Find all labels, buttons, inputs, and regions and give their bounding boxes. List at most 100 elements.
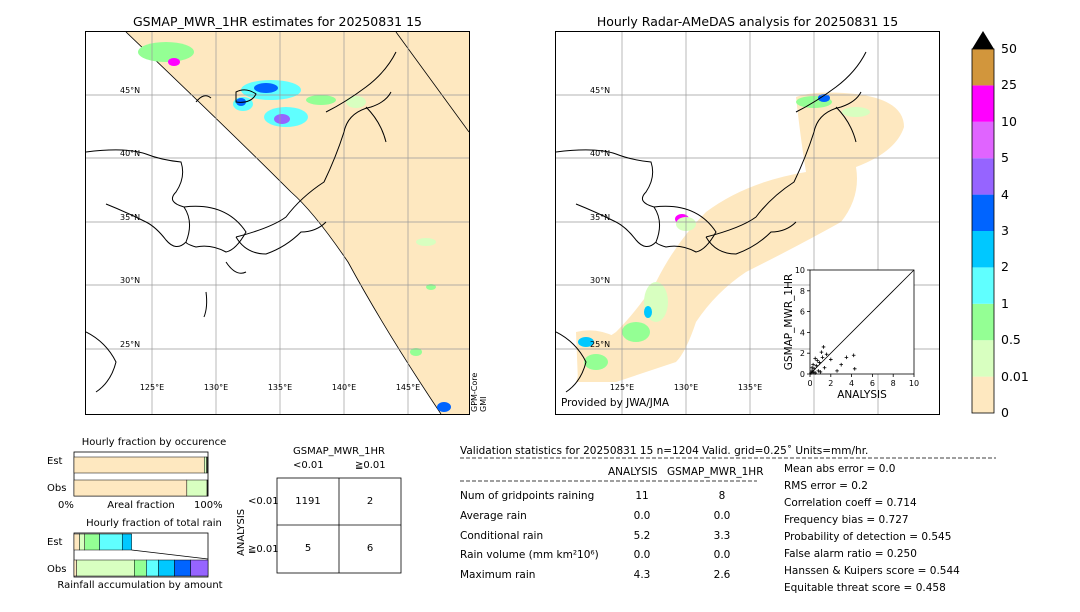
left-map-coastlines	[86, 51, 397, 393]
stat-gsmap-2: 3.3	[713, 530, 731, 542]
rain-fraction-connector	[131, 549, 209, 560]
rainfrac-title: Hourly fraction of total rain	[86, 518, 222, 529]
colorbar-segment	[972, 376, 994, 413]
contingency-row-2: ≧0.01	[248, 544, 279, 555]
scatter-point	[824, 352, 829, 357]
stat-label-0: Num of gridpoints raining	[460, 490, 595, 502]
rain-axis-label: Rainfall accumulation by amount	[57, 580, 223, 591]
stat-analysis-3: 0.0	[633, 549, 651, 561]
right-lat-45: 45°N	[590, 86, 610, 95]
scatter-xtick-label: 2	[828, 379, 833, 388]
score-6: Hanssen & Kuipers score = 0.544	[784, 565, 960, 577]
contingency-title: GSMAP_MWR_1HR	[293, 446, 385, 457]
scatter-point	[809, 371, 813, 375]
left-lon-125: 125°E	[140, 383, 164, 392]
data-credit: Provided by JWA/JMA	[561, 397, 670, 409]
occurrence-title: Hourly fraction by occurence	[81, 437, 227, 448]
scatter-point	[813, 356, 817, 361]
right-lat-35: 35°N	[590, 213, 610, 222]
stat-gsmap-3: 0.0	[713, 549, 731, 561]
score-0: Mean abs error = 0.0	[784, 463, 896, 475]
colorbar-level-label: 3	[1001, 223, 1009, 238]
score-1: RMS error = 0.2	[784, 480, 868, 492]
scatter-xtick-label: 10	[909, 379, 919, 388]
colorbar-level-label: 0.01	[1001, 368, 1029, 384]
scatter-point	[852, 367, 857, 371]
colorbar-segment	[972, 194, 994, 231]
stat-gsmap-1: 0.0	[713, 510, 731, 522]
cell-01: 2	[366, 496, 374, 507]
stat-label-1: Average rain	[460, 510, 527, 522]
contingency-row-1: <0.01	[248, 496, 279, 507]
right-map-lat-labels: 45°N 40°N 35°N 30°N 25°N	[590, 86, 610, 349]
colorbar-level-label: 10	[1001, 113, 1017, 129]
scatter-point	[829, 357, 833, 362]
scatter-point	[821, 345, 826, 349]
colorbar-level-label: 2	[1001, 259, 1009, 275]
left-lat-25: 25°N	[120, 340, 140, 349]
stat-label-2: Conditional rain	[460, 530, 544, 542]
colorbar-level-label: 1	[1001, 295, 1009, 311]
left-map-graphics: 45°N 40°N 35°N 30°N 25°N 125°E 130°E 135…	[86, 32, 469, 414]
contingency-col-1: <0.01	[293, 460, 324, 471]
score-2: Correlation coeff = 0.714	[784, 497, 917, 509]
score-5: False alarm ratio = 0.250	[784, 548, 917, 560]
colorbar-segment	[972, 158, 994, 195]
cell-10: 5	[304, 543, 312, 554]
scatter-ytick-label: 0	[800, 370, 805, 379]
scatter-xtick-label: 6	[870, 379, 875, 388]
left-lat-40: 40°N	[120, 149, 140, 158]
scatter-point	[810, 365, 814, 370]
occ-axis-center: Areal fraction	[107, 500, 175, 511]
left-lat-30: 30°N	[120, 276, 140, 285]
left-lon-140: 140°E	[332, 383, 356, 392]
validation-header: Validation statistics for 20250831 15 n=…	[460, 445, 869, 457]
stat-label-4: Maximum rain	[460, 569, 536, 581]
colorbar-level-label: 50	[1001, 41, 1017, 56]
scatter-point	[812, 367, 816, 371]
left-map-grid	[86, 32, 469, 414]
colorbar-level-label: 25	[1001, 77, 1017, 93]
stat-gsmap-4: 2.6	[713, 569, 731, 581]
right-lon-125: 125°E	[610, 383, 634, 392]
scatter-xtick-label: 0	[807, 379, 812, 388]
col-gsmap: GSMAP_MWR_1HR	[667, 466, 764, 478]
right-map-title: Hourly Radar-AMeDAS analysis for 2025083…	[596, 14, 899, 29]
scatter-ytick-label: 2	[800, 349, 805, 358]
colorbar-extend-arrow	[972, 31, 994, 49]
occ-axis-left: 0%	[58, 500, 74, 511]
scatter-point	[819, 350, 824, 354]
occurrence-bar-segment	[206, 456, 209, 474]
scatter-point	[811, 370, 815, 374]
right-map: 45°N 40°N 35°N 30°N 25°N 125°E 130°E 135…	[555, 31, 940, 415]
left-map-lon-labels: 125°E 130°E 135°E 140°E 145°E	[140, 383, 420, 392]
scatter-xtick-label: 8	[891, 379, 896, 388]
colorbar-segment	[972, 49, 994, 86]
right-lat-25: 25°N	[590, 340, 610, 349]
radar-rain-patches	[578, 94, 870, 370]
left-lat-45: 45°N	[120, 86, 140, 95]
contingency-col-2: ≧0.01	[355, 460, 386, 471]
satellite-swath	[126, 32, 469, 414]
score-3: Frequency bias = 0.727	[784, 514, 909, 526]
colorbar-level-label: 0.5	[1001, 332, 1021, 348]
right-lat-30: 30°N	[590, 276, 610, 285]
right-map-lon-labels: 125°E 130°E 135°E	[610, 383, 762, 392]
scatter-point	[822, 365, 827, 370]
scatter-point	[817, 360, 822, 365]
colorbar-level-label: 4	[1001, 186, 1009, 202]
scatter-ytick-label: 8	[800, 287, 805, 296]
colorbar-level-label: 5	[1001, 150, 1009, 166]
rain-fraction-segment	[121, 533, 132, 551]
colorbar-segment	[972, 231, 994, 268]
cell-00: 1191	[295, 496, 321, 507]
left-map-title: GSMAP_MWR_1HR estimates for 20250831 15	[133, 14, 422, 29]
rain-obs-label: Obs	[47, 564, 67, 575]
right-lon-130: 130°E	[674, 383, 698, 392]
occ-obs-label: Obs	[47, 483, 67, 494]
rain-est-label: Est	[47, 537, 63, 548]
stat-analysis-1: 0.0	[633, 510, 651, 522]
